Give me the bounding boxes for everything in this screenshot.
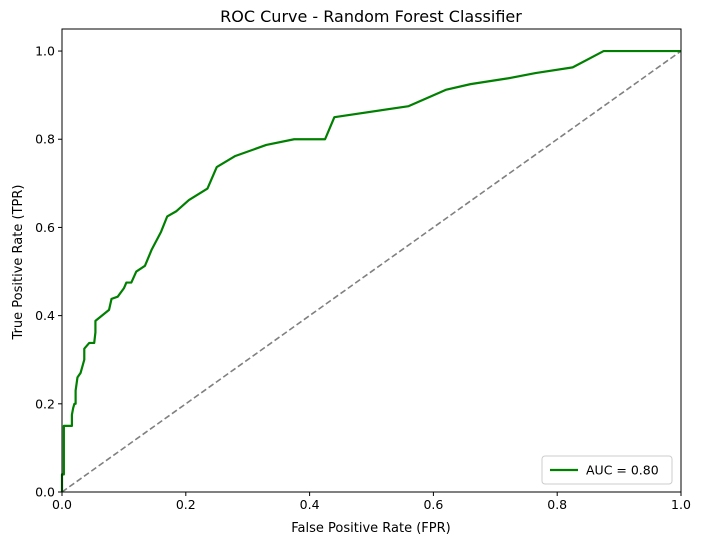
chance-diagonal-line: [61, 50, 682, 493]
plot-area: 0.0 0.2 0.4 0.6 0.8 1.0 0.0 0.2 0.4 0.6 0.8 1.0: [35, 28, 691, 512]
x-axis-label: False Positive Rate (FPR): [291, 521, 450, 536]
x-tick-label: 0.8: [547, 497, 567, 512]
y-tick-label: 1.0: [35, 44, 55, 59]
x-tick-label: 0.4: [300, 497, 320, 512]
x-tick-label: 0.2: [176, 497, 196, 512]
plot-frame: [61, 28, 682, 493]
y-tick-label: 0.4: [35, 308, 55, 323]
roc-curve-line: [60, 49, 681, 492]
y-tick-label: 0.0: [35, 485, 55, 500]
y-tick-label: 0.8: [35, 132, 55, 147]
legend: AUC = 0.80: [541, 455, 673, 485]
x-tick-label: 1.0: [671, 497, 691, 512]
x-tick-label: 0.6: [423, 497, 443, 512]
y-axis-label: True Positive Rate (TPR): [11, 185, 26, 341]
y-tick-label: 0.2: [35, 396, 55, 411]
y-tick-label: 0.6: [35, 220, 55, 235]
x-tick-label: 0.0: [52, 497, 72, 512]
legend-box: [541, 455, 673, 485]
chart-title: ROC Curve - Random Forest Classifier: [220, 7, 522, 26]
legend-label: AUC = 0.80: [586, 463, 659, 478]
